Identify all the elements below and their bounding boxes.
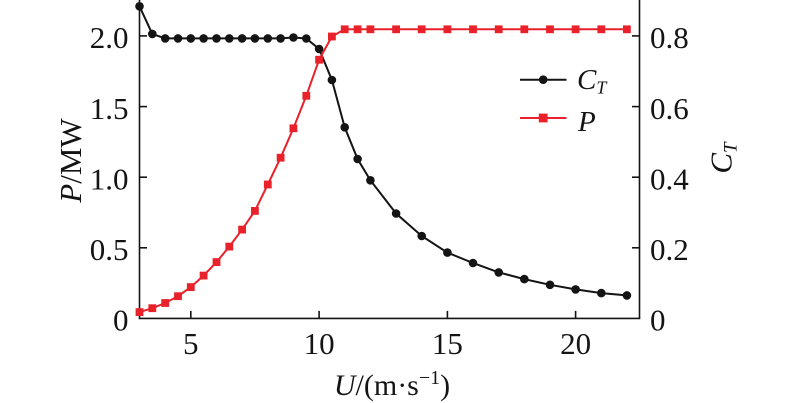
svg-text:0.8: 0.8 xyxy=(650,20,689,55)
svg-text:CT: CT xyxy=(704,141,742,174)
svg-text:20: 20 xyxy=(560,326,591,361)
svg-text:0.5: 0.5 xyxy=(90,232,129,267)
svg-text:10: 10 xyxy=(304,326,335,361)
svg-text:1.0: 1.0 xyxy=(90,161,129,196)
svg-text:5: 5 xyxy=(183,326,199,361)
svg-text:15: 15 xyxy=(432,326,463,361)
svg-text:1.5: 1.5 xyxy=(90,91,129,126)
svg-text:0.2: 0.2 xyxy=(650,232,689,267)
svg-text:P: P xyxy=(577,106,596,138)
svg-text:0: 0 xyxy=(113,303,129,338)
svg-text:P/MW: P/MW xyxy=(53,118,88,204)
svg-text:0.6: 0.6 xyxy=(650,91,689,126)
svg-text:CT: CT xyxy=(577,64,608,98)
svg-text:0.4: 0.4 xyxy=(650,161,689,196)
svg-text:0: 0 xyxy=(650,303,666,338)
svg-text:2.0: 2.0 xyxy=(90,20,129,55)
